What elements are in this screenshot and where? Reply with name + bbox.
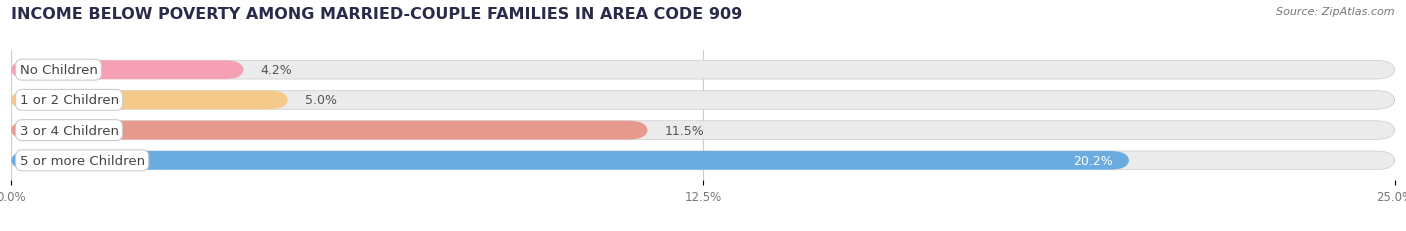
Text: Source: ZipAtlas.com: Source: ZipAtlas.com: [1277, 7, 1395, 17]
FancyBboxPatch shape: [11, 61, 1395, 80]
Text: 3 or 4 Children: 3 or 4 Children: [20, 124, 118, 137]
FancyBboxPatch shape: [11, 91, 1395, 110]
FancyBboxPatch shape: [11, 121, 1395, 140]
Text: 5 or more Children: 5 or more Children: [20, 154, 145, 167]
FancyBboxPatch shape: [11, 151, 1129, 170]
Text: 4.2%: 4.2%: [260, 64, 292, 77]
FancyBboxPatch shape: [11, 121, 648, 140]
Text: 20.2%: 20.2%: [1073, 154, 1112, 167]
FancyBboxPatch shape: [11, 61, 243, 80]
Text: 5.0%: 5.0%: [305, 94, 336, 107]
Text: 11.5%: 11.5%: [664, 124, 704, 137]
FancyBboxPatch shape: [11, 91, 288, 110]
Text: INCOME BELOW POVERTY AMONG MARRIED-COUPLE FAMILIES IN AREA CODE 909: INCOME BELOW POVERTY AMONG MARRIED-COUPL…: [11, 7, 742, 22]
Text: No Children: No Children: [20, 64, 97, 77]
FancyBboxPatch shape: [11, 151, 1395, 170]
Text: 1 or 2 Children: 1 or 2 Children: [20, 94, 118, 107]
